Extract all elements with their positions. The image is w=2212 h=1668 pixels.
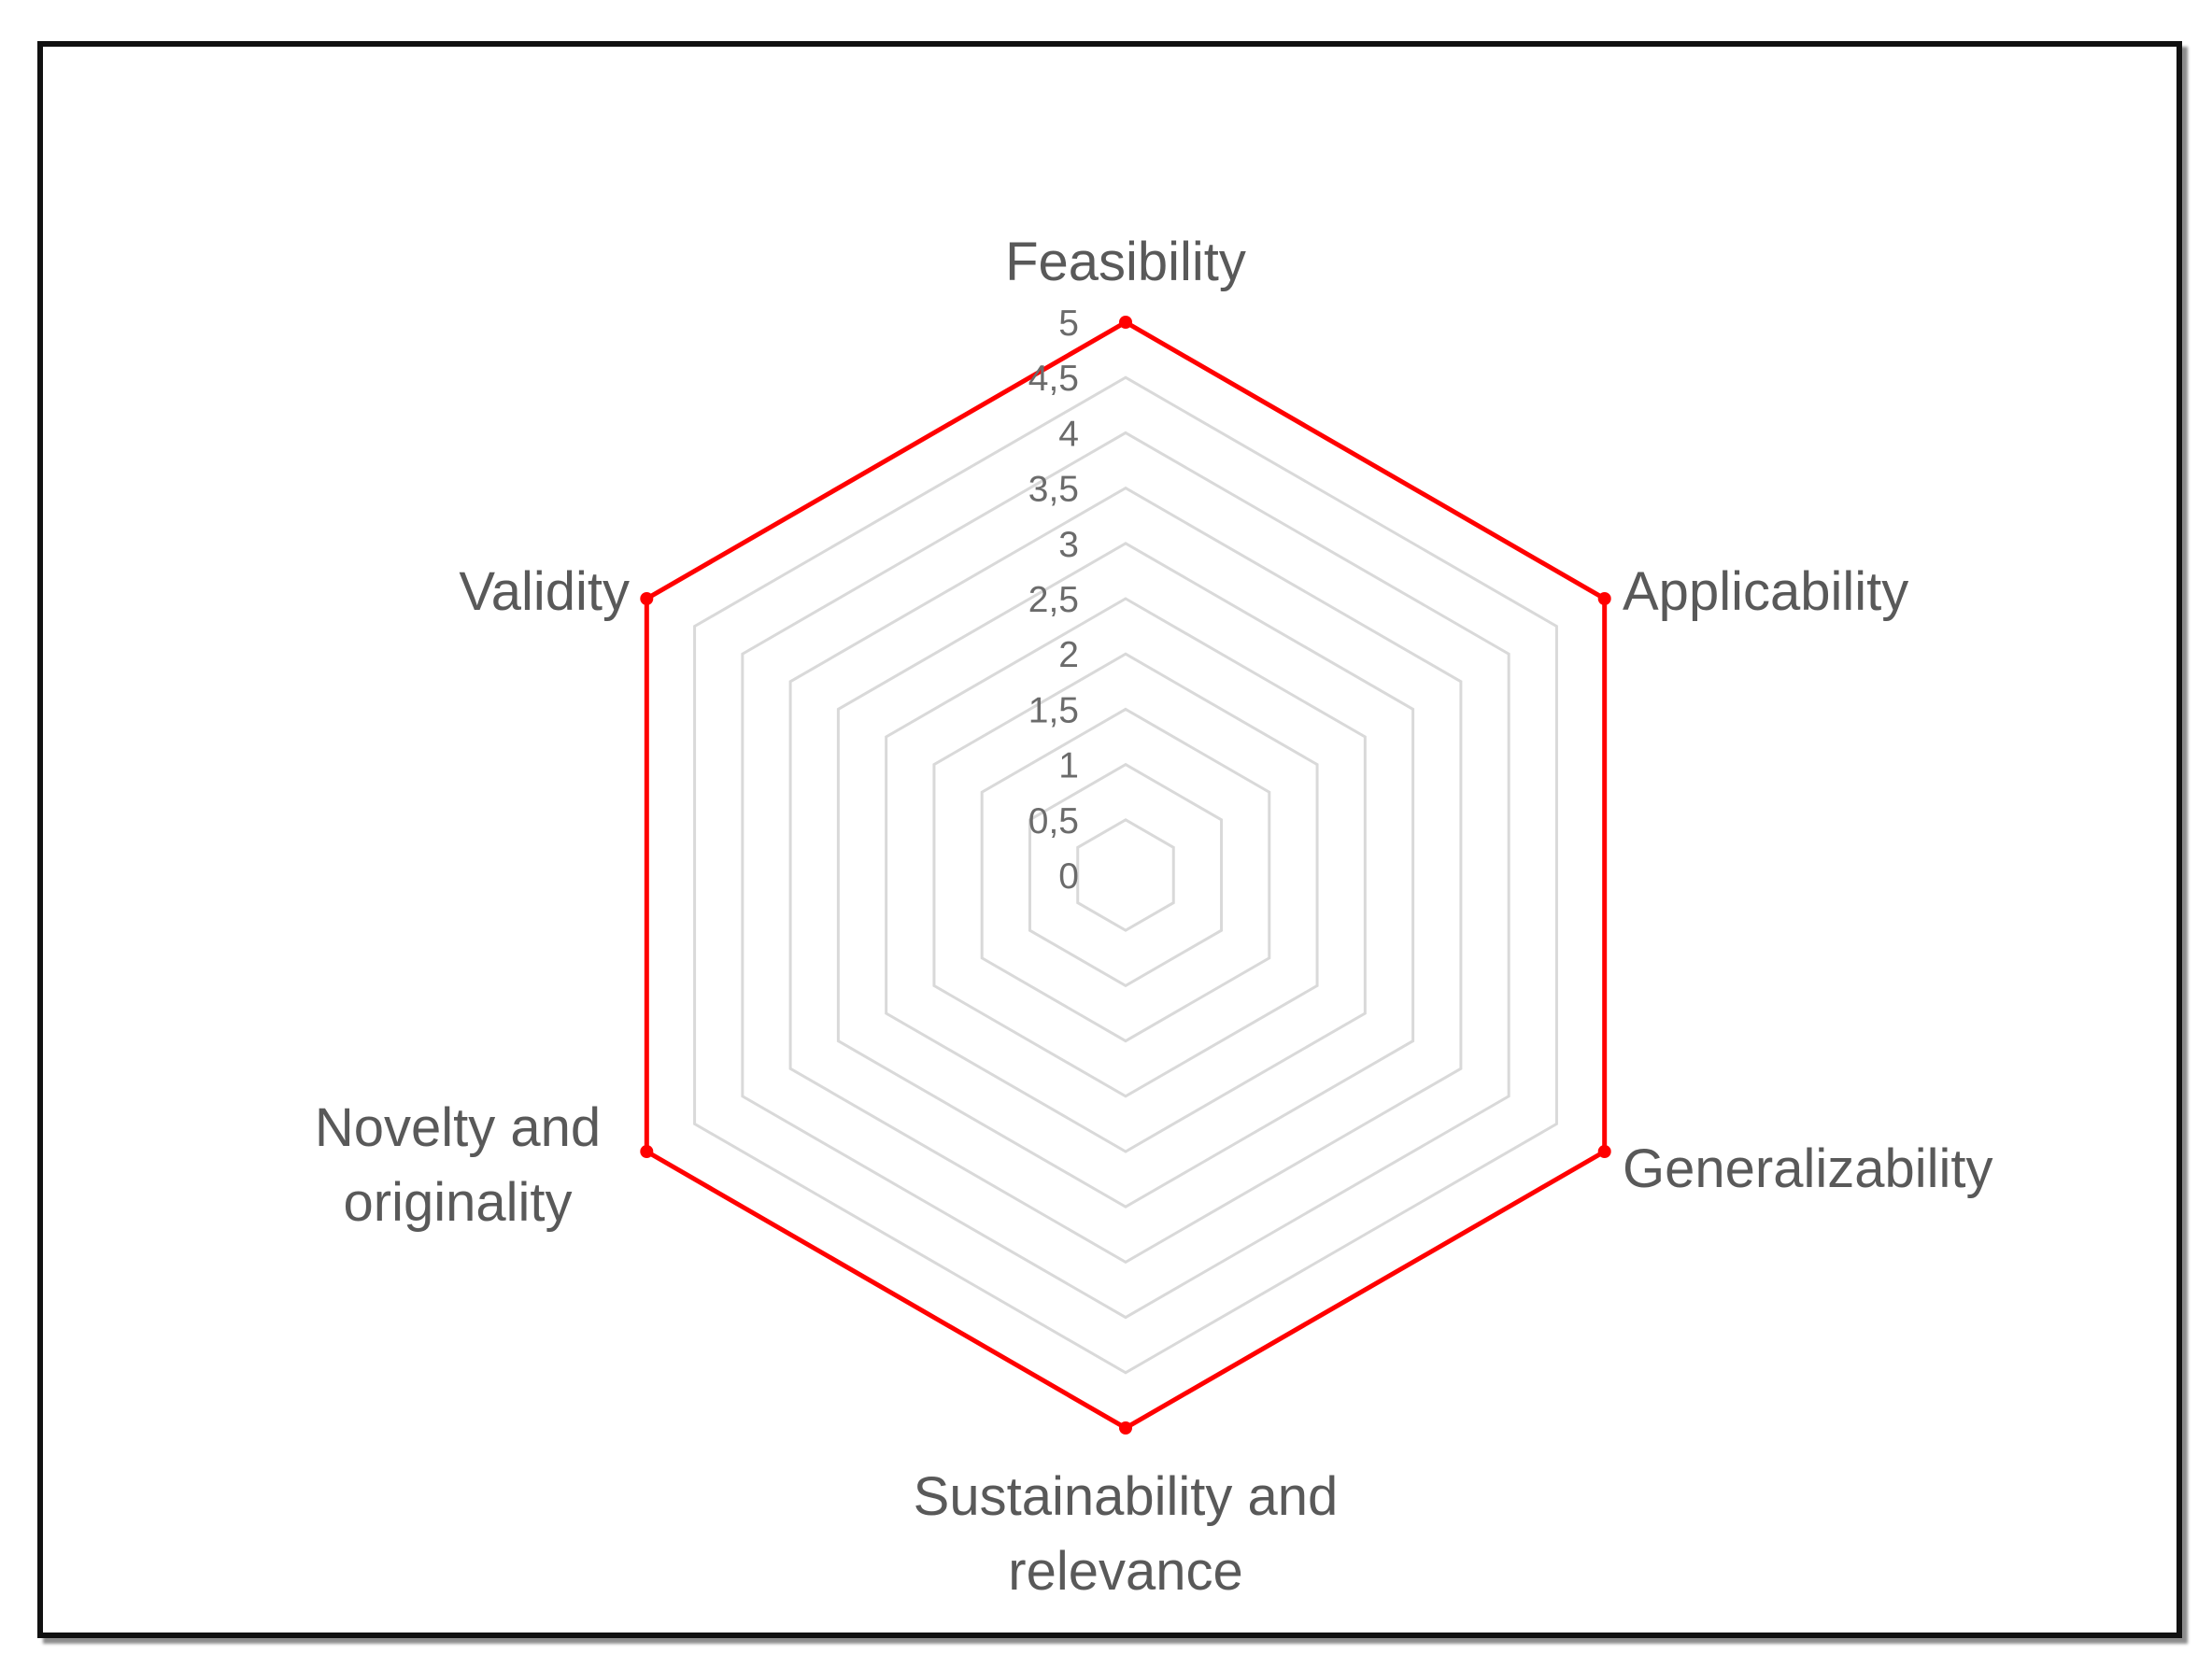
grid-ring-3: [980, 707, 1271, 1043]
data-point: [640, 1145, 654, 1158]
tick-label: 3,5: [1028, 470, 1079, 510]
grid-ring-6: [836, 542, 1415, 1209]
data-point: [1119, 316, 1132, 329]
tick-label: 3: [1058, 525, 1079, 565]
radar-tick-labels: 0 0,5 1 1,5 2 2,5 3 3,5 4 4,5 5: [1028, 304, 1079, 897]
data-point: [1119, 1421, 1132, 1435]
axis-label: Novelty and: [315, 1097, 601, 1158]
axis-label: Sustainability and: [914, 1466, 1339, 1527]
data-point: [1597, 1145, 1611, 1158]
data-point: [1597, 592, 1611, 605]
axis-label: Feasibility: [1005, 232, 1246, 292]
grid-ring-4: [932, 652, 1319, 1098]
axis-label: relevance: [1008, 1541, 1242, 1602]
grid-ring-8: [741, 431, 1510, 1320]
radar-grid: [645, 320, 1607, 1430]
tick-label: 4,5: [1028, 359, 1079, 399]
grid-ring-7: [788, 486, 1463, 1265]
tick-label: 2: [1058, 635, 1079, 675]
tick-label: 4: [1058, 414, 1079, 454]
tick-label: 2,5: [1028, 580, 1079, 620]
tick-label: 1: [1058, 746, 1079, 786]
grid-ring-5: [885, 597, 1367, 1153]
axis-label: Generalizability: [1623, 1138, 1993, 1199]
grid-ring-1: [1076, 818, 1175, 932]
tick-label: 0: [1058, 856, 1079, 897]
tick-label: 0,5: [1028, 801, 1079, 841]
tick-label: 1,5: [1028, 690, 1079, 730]
axis-label: Validity: [459, 561, 630, 622]
chart-frame: [37, 41, 2182, 1638]
radar-axis-labels: Feasibility Applicability Generalizability…: [315, 232, 1993, 1602]
axis-label: Applicability: [1623, 561, 1908, 622]
grid-ring-2: [1028, 762, 1224, 988]
grid-ring-9: [693, 375, 1558, 1375]
tick-label: 5: [1058, 304, 1079, 344]
axis-label: originality: [344, 1172, 573, 1233]
data-point: [640, 592, 654, 605]
radar-series: [640, 316, 1611, 1435]
